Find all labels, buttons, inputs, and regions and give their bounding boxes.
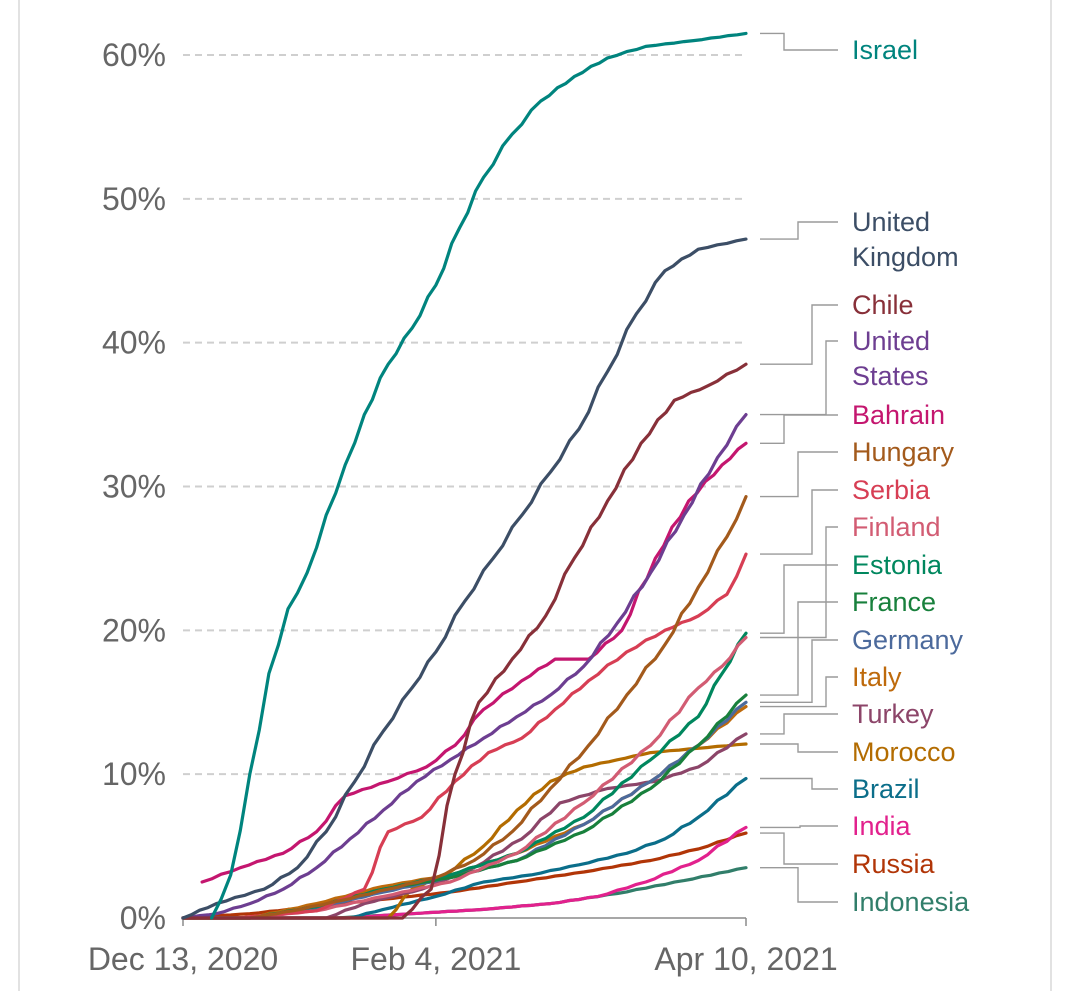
x-tick-label: Apr 10, 2021: [654, 941, 837, 977]
series-lines: [181, 31, 748, 920]
legend-label-germany[interactable]: Germany: [852, 625, 964, 655]
y-tick-label: 20%: [102, 612, 166, 648]
x-tick-label: Dec 13, 2020: [88, 941, 278, 977]
legend-label-finland[interactable]: Finland: [852, 512, 941, 542]
legend-label-india[interactable]: India: [852, 811, 912, 841]
legend-label-brazil[interactable]: Brazil: [852, 774, 920, 804]
legend-connector-chile: [760, 304, 838, 365]
card-right-border: [1050, 0, 1052, 991]
legend-connector-united-kingdom: [760, 221, 838, 240]
series-line-united-kingdom: [181, 237, 748, 920]
x-axis: Dec 13, 2020 Feb 4, 2021 Apr 10, 2021: [88, 917, 838, 977]
legend-connector-bahrain: [760, 414, 838, 444]
legend-label-united-kingdom[interactable]: United Kingdom: [852, 207, 959, 272]
legend-label-serbia[interactable]: Serbia: [852, 475, 931, 505]
series-line-bahrain: [200, 441, 748, 884]
legend-connector-estonia: [760, 564, 838, 634]
legend-label-indonesia[interactable]: Indonesia: [852, 887, 970, 917]
y-axis: 0% 10% 20% 30% 40% 50% 60%: [102, 37, 166, 936]
legend-label-turkey[interactable]: Turkey: [852, 699, 934, 729]
y-tick-label: 10%: [102, 756, 166, 792]
legend-label-morocco[interactable]: Morocco: [852, 737, 956, 767]
legend-connector-indonesia: [760, 867, 838, 903]
series-line-israel: [210, 31, 748, 920]
legend-connector-turkey: [760, 713, 838, 735]
y-tick-label: 50%: [102, 181, 166, 217]
legend[interactable]: Israel United Kingdom Chile United States Bahr…: [852, 35, 970, 917]
legend-connector-india: [760, 825, 838, 829]
legend-label-hungary[interactable]: Hungary: [852, 437, 955, 467]
legend-connectors: [760, 32, 838, 903]
legend-connector-italy: [760, 676, 838, 708]
legend-label-chile[interactable]: Chile: [852, 290, 914, 320]
legend-label-united-states[interactable]: United States: [852, 326, 930, 391]
y-tick-label: 30%: [102, 469, 166, 505]
legend-label-france[interactable]: France: [852, 587, 936, 617]
legend-label-estonia[interactable]: Estonia: [852, 550, 943, 580]
series-line-united-states: [181, 413, 748, 920]
series-line-chile: [181, 362, 748, 920]
y-tick-label: 0%: [120, 900, 166, 936]
series-line-hungary: [181, 495, 748, 920]
legend-connector-serbia: [760, 489, 838, 555]
legend-label-israel[interactable]: Israel: [852, 35, 918, 65]
y-tick-label: 40%: [102, 325, 166, 361]
legend-connector-france: [760, 601, 838, 696]
legend-connector-germany: [760, 639, 838, 703]
legend-connector-israel: [760, 32, 838, 51]
legend-connector-finland: [760, 526, 838, 639]
legend-connector-morocco: [760, 743, 838, 753]
legend-connector-brazil: [760, 777, 838, 790]
x-tick-label: Feb 4, 2021: [350, 941, 521, 977]
legend-connector-united-states: [760, 340, 838, 416]
legend-connector-hungary: [760, 451, 838, 498]
y-tick-label: 60%: [102, 37, 166, 73]
legend-connector-russia: [760, 832, 838, 865]
legend-label-russia[interactable]: Russia: [852, 849, 936, 879]
legend-label-bahrain[interactable]: Bahrain: [852, 400, 945, 430]
legend-label-italy[interactable]: Italy: [852, 662, 902, 692]
card-left-border: [18, 0, 20, 991]
series-line-morocco: [181, 742, 748, 920]
